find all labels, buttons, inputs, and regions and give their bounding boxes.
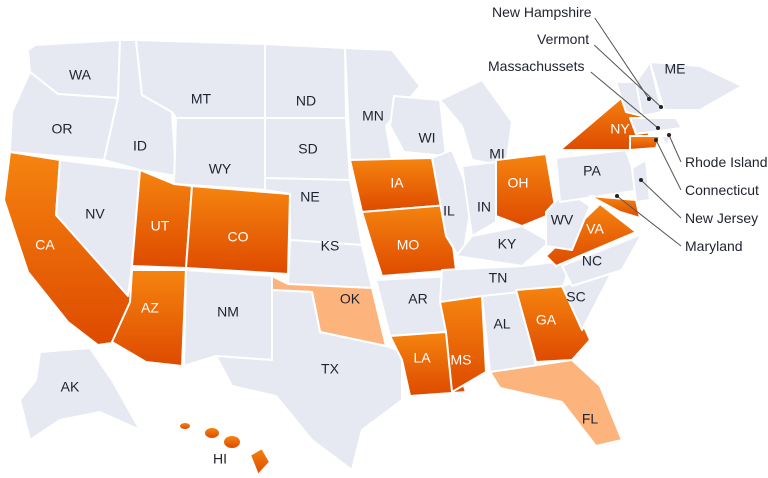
state-label-az: AZ bbox=[141, 300, 159, 316]
state-ct[interactable] bbox=[629, 135, 661, 151]
state-label-wv: WV bbox=[551, 212, 574, 228]
callout-line bbox=[668, 134, 682, 163]
state-label-mn: MN bbox=[362, 108, 384, 124]
callout-line bbox=[590, 71, 659, 129]
callout-label-ct: Connecticut bbox=[685, 182, 759, 198]
state-ri[interactable] bbox=[660, 135, 673, 147]
state-ms[interactable] bbox=[439, 295, 487, 393]
state-label-ky: KY bbox=[498, 236, 517, 252]
callout-line bbox=[655, 139, 682, 191]
callout-dot bbox=[656, 126, 660, 130]
state-ky[interactable] bbox=[455, 225, 551, 267]
state-label-ks: KS bbox=[321, 238, 340, 254]
state-label-ga: GA bbox=[536, 312, 557, 328]
state-label-hi: HI bbox=[213, 451, 227, 467]
state-label-mt: MT bbox=[191, 91, 212, 107]
state-vt[interactable] bbox=[615, 81, 643, 117]
callout-label-vt: Vermont bbox=[537, 31, 589, 47]
state-wi[interactable] bbox=[389, 95, 447, 157]
state-label-mo: MO bbox=[397, 237, 420, 253]
callout-label-md: Maryland bbox=[685, 238, 743, 254]
state-label-nd: ND bbox=[296, 93, 316, 109]
hawaii-island[interactable] bbox=[224, 436, 240, 448]
state-label-in: IN bbox=[477, 199, 491, 215]
state-wy[interactable] bbox=[173, 117, 266, 191]
hawaii-island[interactable] bbox=[180, 423, 190, 429]
state-label-va: VA bbox=[586, 221, 604, 237]
callout-line bbox=[640, 179, 682, 219]
state-fl[interactable] bbox=[489, 359, 623, 447]
callout-label-ma: Massachussets bbox=[488, 58, 584, 74]
state-label-wy: WY bbox=[209, 161, 232, 177]
state-label-wa: WA bbox=[69, 67, 92, 83]
state-label-oh: OH bbox=[508, 175, 529, 191]
state-oh[interactable] bbox=[495, 153, 557, 227]
state-label-mi: MI bbox=[489, 146, 505, 162]
state-label-ia: IA bbox=[390, 175, 404, 191]
state-label-ms: MS bbox=[451, 352, 472, 368]
callout-dot bbox=[659, 105, 663, 109]
state-ak[interactable] bbox=[19, 347, 141, 441]
callout-dot bbox=[615, 194, 619, 198]
state-label-or: OR bbox=[52, 121, 73, 137]
callout-line bbox=[616, 195, 682, 247]
hawaii-island[interactable] bbox=[205, 428, 219, 438]
callout-dot bbox=[654, 138, 658, 142]
callout-label-nh: New Hampshire bbox=[492, 4, 592, 20]
callout-dot bbox=[667, 133, 671, 137]
state-label-sc: SC bbox=[566, 289, 585, 305]
state-label-co: CO bbox=[228, 229, 249, 245]
state-label-ut: UT bbox=[151, 218, 170, 234]
state-label-ak: AK bbox=[61, 379, 80, 395]
callout-dot bbox=[647, 97, 651, 101]
callout-line bbox=[593, 44, 662, 108]
state-il[interactable] bbox=[431, 149, 473, 263]
state-label-nc: NC bbox=[582, 253, 602, 269]
state-label-ca: CA bbox=[35, 237, 55, 253]
state-label-la: LA bbox=[413, 350, 431, 366]
callout-label-ri: Rhode Island bbox=[685, 154, 768, 170]
callout-dot bbox=[639, 178, 643, 182]
state-label-ny: NY bbox=[610, 121, 630, 137]
state-label-id: ID bbox=[133, 138, 147, 154]
state-nc[interactable] bbox=[561, 233, 643, 287]
state-label-tn: TN bbox=[489, 270, 508, 286]
state-label-me: ME bbox=[665, 61, 686, 77]
state-label-il: IL bbox=[443, 203, 455, 219]
state-nv[interactable] bbox=[55, 159, 141, 297]
state-label-nv: NV bbox=[85, 206, 105, 222]
state-label-ne: NE bbox=[300, 189, 319, 205]
state-label-al: AL bbox=[493, 316, 510, 332]
state-label-fl: FL bbox=[582, 411, 599, 427]
state-mo[interactable] bbox=[361, 204, 457, 277]
state-label-tx: TX bbox=[321, 361, 340, 377]
state-label-pa: PA bbox=[583, 163, 601, 179]
state-label-ar: AR bbox=[408, 291, 427, 307]
state-me[interactable] bbox=[649, 61, 743, 111]
state-in[interactable] bbox=[461, 161, 497, 237]
state-tx[interactable] bbox=[215, 289, 403, 471]
state-label-nm: NM bbox=[217, 304, 239, 320]
state-label-sd: SD bbox=[298, 141, 317, 157]
callout-label-nj: New Jersey bbox=[685, 210, 758, 226]
state-label-wi: WI bbox=[418, 130, 435, 146]
state-label-ok: OK bbox=[340, 291, 361, 307]
callout-line bbox=[594, 17, 650, 100]
state-hi[interactable] bbox=[249, 447, 271, 476]
